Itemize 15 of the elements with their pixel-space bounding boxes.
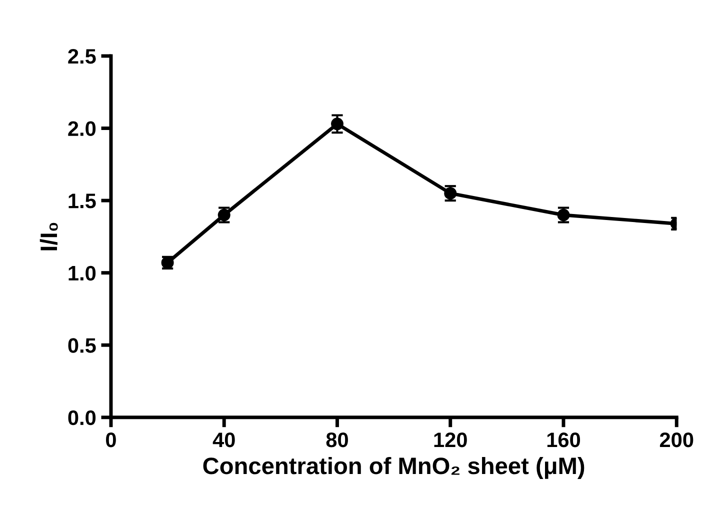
x-axis-title: Concentration of MnO₂ sheet (μM): [203, 456, 584, 479]
y-tick-label: 0.5: [68, 338, 96, 353]
x-tick-label: 200: [660, 432, 694, 448]
y-axis-title: I/I₀: [40, 222, 58, 250]
x-tick-label: 0: [106, 432, 116, 448]
x-tick-label: 120: [434, 432, 467, 448]
x-tick-label: 40: [212, 432, 235, 448]
y-tick-label: 2.0: [68, 121, 96, 136]
y-tick-label: 0.0: [68, 410, 96, 426]
point: [330, 118, 344, 130]
y-tick-label: 1.0: [68, 266, 96, 281]
x-tick-label: 80: [326, 432, 348, 448]
x-tick-label: 160: [547, 432, 580, 448]
y-tick-label: 1.5: [68, 194, 96, 208]
y-tick-label: 2.5: [68, 48, 96, 64]
